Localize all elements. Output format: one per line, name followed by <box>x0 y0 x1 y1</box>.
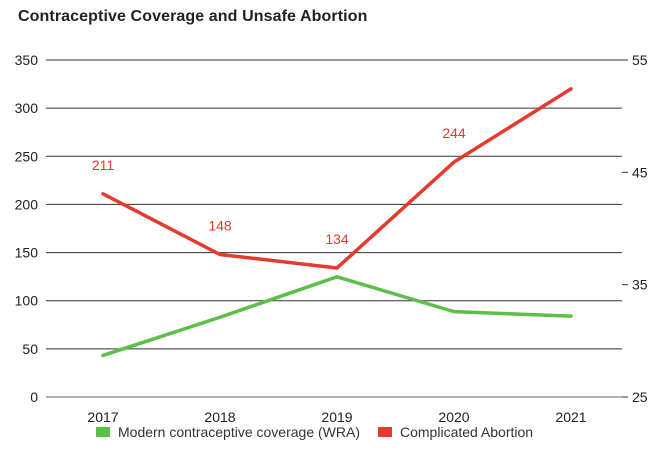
x-tick-label: 2021 <box>555 409 586 425</box>
x-tick-label: 2020 <box>438 409 469 425</box>
chart-title: Contraceptive Coverage and Unsafe Aborti… <box>18 8 368 25</box>
legend-label: Modern contraceptive coverage (WRA) <box>118 424 360 440</box>
x-tick-label: 2019 <box>321 409 352 425</box>
y-left-tick-label: 300 <box>15 100 39 116</box>
y-right-tick-label: 55 <box>632 52 648 68</box>
x-tick-label: 2017 <box>87 409 118 425</box>
data-label: 244 <box>442 125 466 141</box>
x-tick-label: 2018 <box>204 409 235 425</box>
y-left-tick-label: 200 <box>15 196 39 212</box>
y-left-tick-label: 350 <box>15 52 39 68</box>
data-label: 211 <box>92 157 115 173</box>
legend-swatch <box>378 427 392 437</box>
series-line-contraceptive-coverage <box>101 275 573 358</box>
y-right-tick-label: 25 <box>632 389 648 405</box>
data-label: 134 <box>325 231 349 247</box>
data-label: 148 <box>208 217 232 233</box>
y-right-tick-label: 45 <box>632 164 648 180</box>
legend-label: Complicated Abortion <box>400 424 533 440</box>
legend-swatch <box>96 427 110 437</box>
y-left-tick-label: 100 <box>15 293 39 309</box>
y-right-tick-label: 35 <box>632 277 648 293</box>
y-left-tick-label: 150 <box>15 245 39 261</box>
y-left-tick-label: 250 <box>15 148 39 164</box>
y-left-tick-label: 0 <box>30 389 38 405</box>
y-left-tick-label: 50 <box>22 341 38 357</box>
